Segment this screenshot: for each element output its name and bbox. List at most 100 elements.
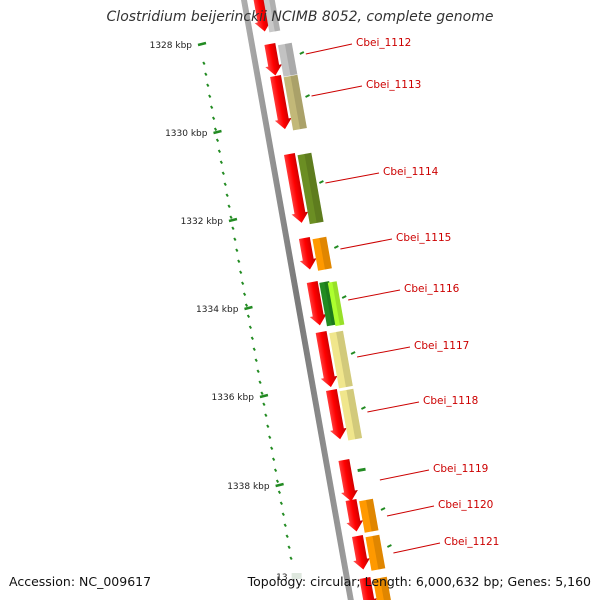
ruler-dot bbox=[254, 358, 258, 363]
ruler-dot bbox=[248, 325, 252, 330]
gene-label-Cbei_1120: Cbei_1120 bbox=[438, 499, 493, 511]
gene-leader-line bbox=[348, 289, 401, 301]
ruler-dot bbox=[215, 138, 220, 143]
ruler-dot bbox=[208, 94, 212, 99]
ruler-dot bbox=[273, 468, 278, 473]
cds-arrow bbox=[351, 535, 370, 570]
partial-cog-bottom bbox=[372, 576, 393, 600]
ruler-dot bbox=[289, 556, 293, 561]
cog-block-shade bbox=[284, 42, 298, 76]
cds-arrow bbox=[338, 459, 358, 502]
gene-label-Cbei_1113: Cbei_1113 bbox=[366, 79, 421, 91]
cog-block bbox=[327, 281, 345, 327]
ruler-tick bbox=[244, 305, 253, 311]
cog-block-shade bbox=[332, 281, 345, 326]
ruler-dot bbox=[204, 72, 208, 77]
gene-label-Cbei_1116: Cbei_1116 bbox=[404, 283, 460, 295]
ruler-dot bbox=[260, 391, 264, 396]
cds-arrow bbox=[264, 43, 283, 76]
gene-label-Cbei_1117: Cbei_1117 bbox=[414, 340, 469, 352]
cog-Cbei_1119 bbox=[357, 467, 366, 473]
cds-forward-Cbei_1121 bbox=[351, 535, 370, 570]
cog-block bbox=[277, 42, 298, 77]
gene-tick bbox=[341, 295, 347, 299]
cog-Cbei_1112 bbox=[277, 42, 298, 77]
gene-tick bbox=[318, 180, 324, 184]
ruler-dot bbox=[285, 534, 289, 539]
gene-tick bbox=[299, 51, 305, 55]
cds-forward-Cbei_1118 bbox=[326, 389, 347, 440]
cog-block bbox=[365, 534, 386, 571]
ruler-dot bbox=[244, 303, 249, 308]
partial-cog-top bbox=[263, 0, 281, 33]
ruler-dot bbox=[277, 490, 282, 495]
ruler-dot bbox=[206, 83, 210, 88]
cog-Cbei_1114 bbox=[297, 152, 324, 225]
cog-Cbei_1118 bbox=[339, 388, 363, 441]
cog-block-shade bbox=[290, 74, 307, 130]
cog-Cbei_1120 bbox=[359, 498, 379, 533]
backbone-line bbox=[241, 0, 354, 600]
ruler-dot bbox=[217, 149, 222, 154]
cog-block bbox=[329, 330, 353, 389]
cog-block-shade bbox=[365, 498, 379, 532]
cds-arrow bbox=[359, 577, 378, 600]
gene-tick bbox=[380, 507, 386, 511]
gene-tick bbox=[333, 245, 339, 249]
partial-cds-bottom bbox=[359, 577, 378, 600]
ruler-tick-marker bbox=[291, 573, 302, 579]
ruler-dot bbox=[219, 160, 223, 165]
ruler-dot bbox=[275, 479, 280, 484]
cds-arrow bbox=[306, 281, 327, 326]
ruler-tick bbox=[197, 41, 207, 47]
ruler: 1328 kbp 1330 kbp 1332 kbp 1334 kbp 1336 kbp… bbox=[150, 41, 302, 583]
ruler-dot bbox=[262, 402, 266, 407]
cog-block bbox=[339, 388, 363, 441]
ruler-dot bbox=[264, 413, 268, 418]
cds-arrow bbox=[283, 153, 309, 223]
cog-Cbei_1121 bbox=[365, 534, 386, 571]
ruler-dot bbox=[241, 281, 245, 286]
gene-labels: Cbei_1112 Cbei_1113 Cbei_1114 Cbei_1115 Cbei… bbox=[305, 37, 499, 554]
cog-block bbox=[359, 498, 379, 533]
cds-forward-Cbei_1115 bbox=[298, 237, 317, 270]
gene-label-Cbei_1121: Cbei_1121 bbox=[444, 536, 499, 548]
gene-leader-line bbox=[340, 238, 393, 250]
gene-leader-line bbox=[367, 401, 420, 413]
cds-forward-Cbei_1117 bbox=[315, 331, 338, 388]
cog-block bbox=[372, 576, 393, 600]
cog-block bbox=[297, 152, 324, 225]
ruler-dot bbox=[213, 127, 218, 132]
topology-summary: Topology: circular; Length: 6,000,632 bp… bbox=[247, 574, 591, 589]
cog-block bbox=[263, 0, 281, 33]
ruler-dot bbox=[258, 380, 262, 385]
cds-arrow bbox=[298, 237, 317, 270]
ruler-dot bbox=[237, 259, 241, 264]
ruler-dot bbox=[281, 512, 285, 517]
gene-tick bbox=[386, 544, 392, 548]
ruler-tick-label: 1334 kbp bbox=[196, 305, 239, 315]
ruler-tick-label: 1336 kbp bbox=[212, 393, 255, 403]
ruler-tick-label: 1338 kbp bbox=[227, 482, 270, 492]
cog-block bbox=[283, 74, 307, 131]
cds-arrow bbox=[326, 389, 347, 440]
ruler-dot bbox=[270, 446, 274, 451]
gene-label-Cbei_1115: Cbei_1115 bbox=[396, 232, 451, 244]
cog-block-shade bbox=[304, 152, 324, 223]
gene-tick bbox=[305, 94, 310, 98]
cog-Cbei_1116-b bbox=[327, 281, 345, 327]
gene-tick bbox=[360, 406, 366, 410]
cog-block-shade bbox=[268, 0, 281, 32]
cog-marker bbox=[357, 467, 366, 473]
cog-block-shade bbox=[336, 330, 353, 388]
ruler-dot bbox=[210, 105, 214, 110]
cog-Cbei_1113 bbox=[283, 74, 307, 131]
ruler-tick bbox=[259, 393, 269, 399]
cog-Cbei_1117 bbox=[329, 330, 353, 389]
ruler-dot bbox=[233, 237, 237, 242]
ruler-dot bbox=[252, 347, 256, 352]
cog-block bbox=[312, 236, 332, 271]
cog-Cbei_1115 bbox=[312, 236, 332, 271]
ruler-dot bbox=[268, 435, 272, 440]
gene-label-Cbei_1119: Cbei_1119 bbox=[433, 463, 488, 475]
